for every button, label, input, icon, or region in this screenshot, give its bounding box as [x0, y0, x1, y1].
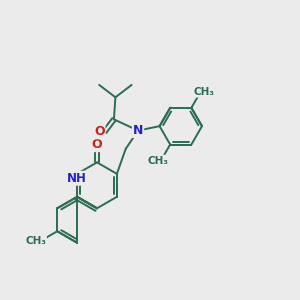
Text: O: O	[92, 138, 102, 151]
Text: N: N	[133, 124, 143, 137]
Text: CH₃: CH₃	[25, 236, 46, 246]
Text: CH₃: CH₃	[147, 156, 168, 166]
Text: NH: NH	[67, 172, 87, 185]
Text: CH₃: CH₃	[194, 87, 214, 97]
Text: O: O	[94, 125, 104, 138]
